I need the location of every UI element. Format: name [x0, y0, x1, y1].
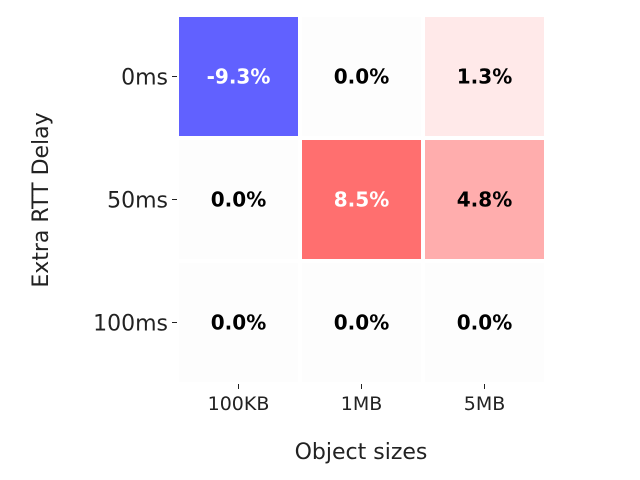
heatmap-cell-r1-c2	[425, 140, 544, 259]
x-tick-label-0: 100KB	[208, 393, 270, 415]
x-tick-label-2: 5MB	[464, 393, 506, 415]
heatmap-cell-r0-c2	[425, 17, 544, 136]
heatmap-cell-label-r2-c0: 0.0%	[211, 311, 266, 335]
heatmap-cell-labels: -9.3% 0.0% 1.3% 0.0% 8.5% 4.8% 0.0% 0.0% 0.0%	[207, 65, 513, 335]
heatmap-cell-r2-c0	[179, 263, 298, 382]
heatmap-cell-label-r0-c1: 0.0%	[334, 65, 389, 89]
heatmap-cell-r1-c0	[179, 140, 298, 259]
x-axis-label: Object sizes	[295, 440, 428, 465]
heatmap-cell-r1-c1	[302, 140, 421, 259]
heatmap-cell-r0-c1	[302, 17, 421, 136]
y-tick-label-2: 100ms	[93, 312, 168, 337]
heatmap-cell-label-r1-c2: 4.8%	[457, 188, 512, 212]
y-tick-label-0: 0ms	[121, 66, 168, 91]
y-axis-label: Extra RTT Delay	[29, 112, 54, 287]
heatmap-cell-r2-c1	[302, 263, 421, 382]
heatmap-cell-label-r2-c2: 0.0%	[457, 311, 512, 335]
heatmap-cell-label-r0-c0: -9.3%	[207, 65, 271, 89]
heatmap-cells	[179, 17, 544, 382]
heatmap-cell-r2-c2	[425, 263, 544, 382]
heatmap-cell-label-r0-c2: 1.3%	[457, 65, 512, 89]
heatmap-cell-label-r2-c1: 0.0%	[334, 311, 389, 335]
heatmap-cell-r0-c0	[179, 17, 298, 136]
x-axis-ticks: 100KB 1MB 5MB	[208, 384, 506, 415]
y-axis-ticks: 0ms 50ms 100ms	[93, 66, 177, 337]
heatmap-cell-label-r1-c1: 8.5%	[334, 188, 389, 212]
x-tick-label-1: 1MB	[341, 393, 383, 415]
y-tick-label-1: 50ms	[107, 189, 168, 214]
heatmap-cell-label-r1-c0: 0.0%	[211, 188, 266, 212]
